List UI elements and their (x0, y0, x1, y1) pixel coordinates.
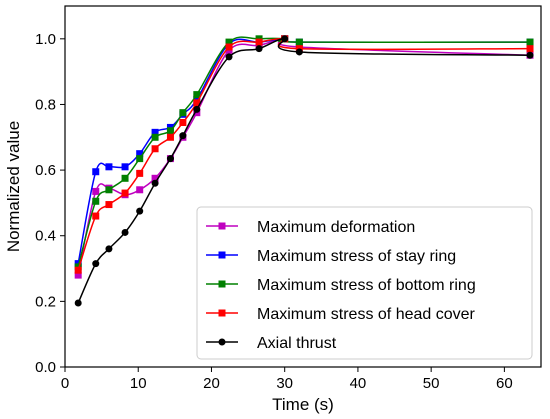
data-point (526, 45, 534, 53)
x-axis-label: Time (s) (272, 395, 334, 414)
x-tick-label: 50 (423, 375, 440, 392)
y-tick-label: 0.8 (35, 96, 56, 113)
data-point (74, 271, 82, 279)
series-layer (74, 35, 534, 307)
data-point (166, 155, 174, 163)
data-point (121, 189, 129, 197)
x-tick-label: 10 (130, 375, 147, 392)
data-point (166, 133, 174, 141)
data-point (105, 186, 113, 194)
x-tick-label: 0 (61, 375, 69, 392)
data-point (179, 132, 187, 140)
series-4 (74, 35, 534, 307)
legend-entry: Maximum stress of bottom ring (206, 277, 476, 294)
data-point (92, 197, 100, 205)
legend-entry: Axial thrust (206, 335, 337, 352)
y-tick-label: 0.6 (35, 162, 56, 179)
legend-marker (218, 280, 226, 288)
data-point (193, 91, 201, 99)
data-point (295, 48, 303, 56)
y-tick-label: 0.4 (35, 228, 56, 245)
data-point (74, 299, 82, 307)
data-point (151, 179, 159, 187)
axes-layer: 0 10 20 30 40 50 60 0.0 0.2 0.4 0.6 0.8 1.0 (35, 31, 513, 392)
x-tick-label: 40 (350, 375, 367, 392)
data-point (151, 128, 159, 136)
data-point (92, 260, 100, 268)
legend-entry: Maximum stress of head cover (206, 306, 476, 323)
data-point (105, 245, 113, 253)
data-point (136, 169, 144, 177)
data-point (151, 133, 159, 141)
data-point (281, 35, 289, 43)
x-tick-label: 60 (496, 375, 513, 392)
legend-entry: Maximum deformation (206, 219, 415, 236)
x-tick-label: 20 (203, 375, 220, 392)
legend-marker (218, 251, 226, 259)
data-point (526, 51, 534, 59)
plot-frame (64, 5, 542, 368)
data-point (136, 207, 144, 215)
data-point (151, 145, 159, 153)
legend: Maximum deformation Maximum stress of sta… (196, 206, 533, 360)
data-point (92, 168, 100, 176)
data-point (295, 38, 303, 46)
y-tick-label: 0.0 (35, 359, 56, 376)
data-point (225, 43, 233, 51)
data-point (225, 38, 233, 46)
data-point (121, 174, 129, 182)
data-point (193, 99, 201, 107)
data-point (92, 212, 100, 220)
y-tick-label: 1.0 (35, 31, 56, 48)
data-point (121, 228, 129, 236)
data-point (255, 38, 263, 46)
data-point (166, 127, 174, 135)
y-axis-label: Normalized value (4, 121, 23, 252)
legend-marker (218, 222, 226, 230)
data-point (179, 109, 187, 117)
data-point (136, 155, 144, 163)
legend-box (196, 206, 533, 360)
data-point (121, 163, 129, 171)
data-point (136, 186, 144, 194)
legend-label: Maximum stress of head cover (257, 306, 476, 323)
legend-entry: Maximum stress of stay ring (206, 248, 456, 265)
legend-marker (218, 338, 226, 346)
data-point (151, 174, 159, 182)
data-point (526, 38, 534, 46)
data-point (74, 266, 82, 274)
data-point (193, 105, 201, 113)
data-point (136, 150, 144, 158)
data-point (179, 119, 187, 127)
data-point (105, 163, 113, 171)
data-point (225, 53, 233, 61)
y-tick-label: 0.2 (35, 293, 56, 310)
data-point (92, 187, 100, 195)
data-point (105, 201, 113, 209)
legend-label: Maximum stress of stay ring (257, 248, 456, 265)
legend-label: Maximum stress of bottom ring (257, 277, 476, 294)
x-tick-label: 30 (276, 375, 293, 392)
legend-label: Maximum deformation (257, 219, 415, 236)
legend-marker (218, 309, 226, 317)
data-point (255, 45, 263, 53)
legend-label: Axial thrust (257, 335, 337, 352)
